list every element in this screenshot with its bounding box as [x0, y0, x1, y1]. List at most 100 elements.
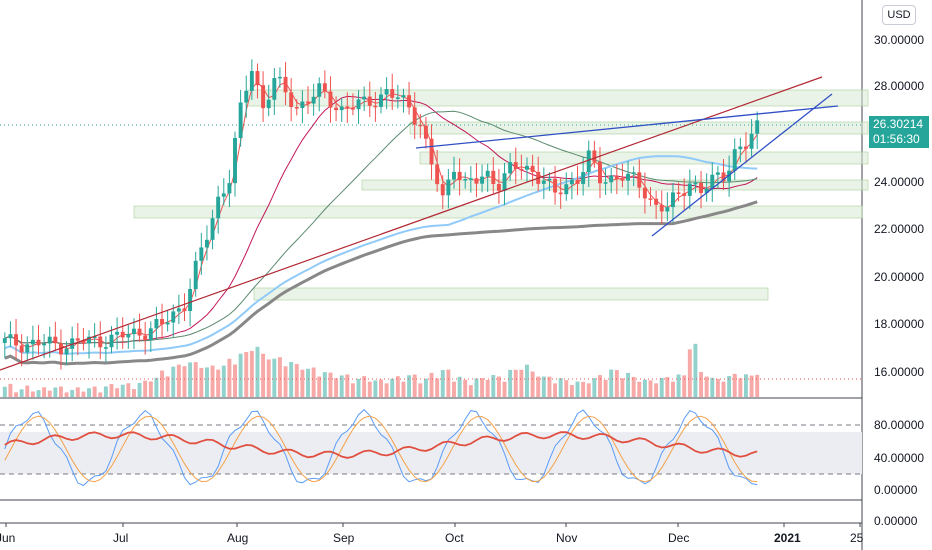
candle-body [564, 184, 569, 195]
price-tick-label: 16.00000 [874, 365, 924, 379]
candle-body [626, 173, 631, 181]
candle-body [513, 162, 518, 169]
volume-bar [2, 386, 7, 397]
volume-bar [485, 379, 490, 397]
trendline-red [0, 76, 823, 371]
candle-body [328, 91, 333, 108]
volume-bar [137, 382, 142, 397]
candle-body [379, 94, 383, 107]
candle-body [339, 106, 344, 111]
volume-bar [502, 381, 507, 397]
candle-body [648, 198, 653, 200]
candle-body [334, 107, 339, 111]
volume-bar [19, 389, 24, 397]
volume-bar [103, 386, 108, 397]
candle-body [238, 102, 243, 139]
volume-bar [294, 364, 299, 397]
candle-body [188, 289, 193, 311]
volume-bar [671, 381, 675, 397]
volume-bar [564, 380, 569, 397]
volume-bar [732, 373, 737, 397]
volume-bar [390, 378, 395, 397]
volume-bar [42, 387, 47, 397]
volume-bar [92, 386, 97, 397]
volume-bar [519, 369, 524, 397]
volume-bar [233, 364, 237, 397]
volume-bar [283, 366, 288, 397]
volume-bar [356, 378, 361, 397]
volume-bar [412, 374, 417, 397]
countdown-label: 01:56:30 [873, 132, 920, 146]
rsi-line [4, 431, 758, 459]
volume-bar [182, 366, 187, 397]
stoch-band [0, 432, 862, 474]
candle-body [53, 336, 58, 344]
candle-body [491, 170, 496, 185]
candle-body [210, 218, 215, 240]
time-tick-label: 2021 [774, 531, 801, 545]
candle-body [36, 339, 41, 346]
candle-body [575, 179, 580, 184]
volume-bar [334, 378, 339, 397]
volume-bar [631, 376, 636, 397]
candle-body [435, 164, 440, 185]
candle-body [547, 178, 552, 181]
candle-body [401, 95, 406, 98]
time-tick-label: Oct [445, 531, 464, 545]
candle-body [704, 188, 709, 193]
candle-body [216, 196, 221, 219]
volume-bar [586, 383, 591, 397]
candle-body [283, 76, 288, 93]
volume-bar [687, 349, 692, 397]
volume-bar [446, 369, 451, 397]
volume-bar [525, 364, 529, 397]
volume-bar [530, 371, 535, 397]
volume-bar [648, 380, 653, 397]
volume-bar [171, 366, 176, 397]
candle-body [502, 173, 507, 191]
candle-body [603, 182, 608, 184]
candle-body [233, 138, 237, 184]
candle-body [277, 76, 282, 79]
candle-body [98, 336, 103, 348]
volume-bar [81, 391, 86, 397]
volume-bar [435, 378, 440, 397]
candle-body [244, 90, 249, 103]
candle-body [64, 348, 69, 355]
candle-body [261, 85, 266, 109]
candle-body [452, 171, 456, 180]
volume-bar [614, 370, 619, 397]
candle-body [637, 172, 642, 188]
volume-bar [367, 381, 372, 397]
volume-bar [176, 364, 181, 397]
volume-bar [345, 374, 350, 397]
volume-bar [727, 376, 732, 397]
candle-body [390, 89, 395, 98]
currency-button[interactable]: USD [882, 5, 916, 25]
volume-bar [261, 353, 266, 397]
candle-body [732, 149, 737, 171]
candle-body [642, 187, 647, 199]
candle-body [154, 319, 159, 329]
candle-body [468, 178, 473, 180]
candle-body [345, 106, 350, 109]
candles [2, 59, 760, 370]
volume-bar [255, 346, 260, 397]
candle-body [356, 99, 361, 110]
price-tick-label: 20.00000 [874, 270, 924, 284]
candle-body [682, 193, 687, 196]
volume-bar [738, 378, 743, 397]
candle-body [47, 336, 52, 344]
candle-body [665, 207, 670, 212]
volume-bar [277, 357, 282, 397]
volume-bar [642, 379, 647, 397]
volume-bar [569, 385, 574, 397]
oscillator-tick-label: 40.00000 [874, 451, 924, 465]
volume-bar [676, 374, 681, 397]
candle-body [199, 247, 204, 261]
candle-body [423, 125, 428, 139]
time-tick-label: 25 [850, 531, 864, 545]
last-price-tag: 26.30214 01:56:30 [869, 116, 929, 148]
volume-bar [300, 369, 305, 397]
